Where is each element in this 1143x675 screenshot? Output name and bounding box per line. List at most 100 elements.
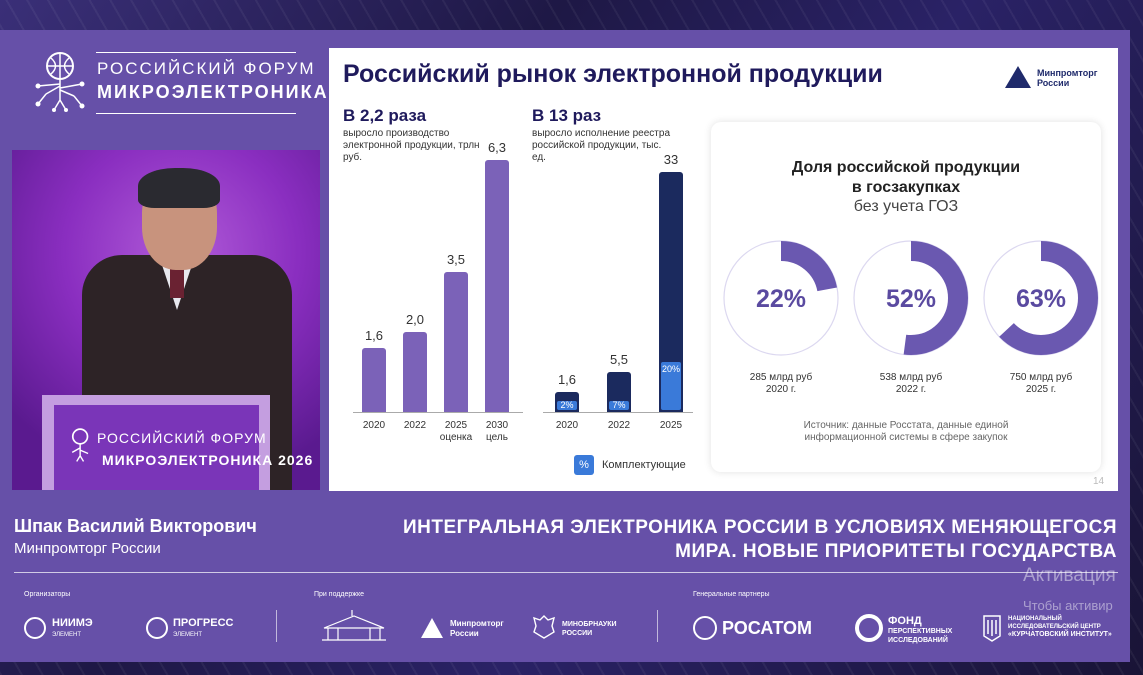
logo-line1: Минпромторг [1037,68,1098,78]
logo-rule-bottom [96,113,296,114]
progress-icon [146,617,168,639]
presentation-slide: Российский рынок электронной продукции М… [329,48,1118,491]
podium-line1: РОССИЙСКИЙ ФОРУМ [97,430,267,446]
donut-value-label: 22% [755,285,807,313]
kurchatov-line1: НАЦИОНАЛЬНЫЙ [1008,616,1062,622]
chart1-value-label: 6,3 [487,140,507,155]
speaker-tie [170,268,184,298]
donut-graphic [723,240,839,356]
chart2-category-label: 2022 [607,420,631,431]
share-donut: 63% [983,240,1099,356]
chart2-axis [543,412,693,413]
kurchatov-line3: «КУРЧАТОВСКИЙ ИНСТИТУТ» [1008,631,1112,638]
chart2-category-label: 2020 [555,420,579,431]
minpromtorg-logo: Минпромторг России [1005,66,1105,88]
procurement-share-card: Доля российской продукции в госзакупках … [711,122,1101,472]
page-number: 14 [1093,476,1105,487]
donut-slice [984,241,1098,355]
footer-separator-1 [276,610,277,642]
chart1-bar [444,272,468,412]
donut-caption-amount: 750 млрд руб [1009,372,1073,383]
partners-label: Генеральные партнеры [693,591,770,598]
progress-name: ПРОГРЕСС [173,617,234,629]
donut-caption-amount: 285 млрд руб [749,372,813,383]
chart2-value-label: 1,6 [557,372,577,387]
minobr-line2: РОССИИ [562,630,593,637]
donut-caption: 750 млрд руб 2025 г. [981,372,1101,396]
card-title-line2: в госзакупках [851,179,961,196]
card-source: Источник: данные Росстата, данные единой… [803,420,1009,443]
progress-sub: ЭЛЕМЕНТ [173,632,203,638]
forum-line2: МИКРОЭЛЕКТРОНИКА 2026 [97,82,384,102]
legend-components-label: Комплектующие [602,459,686,471]
donut-graphic [983,240,1099,356]
chart2-category-label: 2025 [659,420,683,431]
donut-value-label: 52% [885,285,937,313]
fond-line2: ПЕРСПЕКТИВНЫХ [888,628,953,635]
niime-icon [24,617,46,639]
chart1-axis [353,412,523,413]
talk-title: ИНТЕГРАЛЬНАЯ ЭЛЕКТРОНИКА РОССИИ В УСЛОВИ… [347,516,1117,564]
donut-caption-year: 2020 г. [765,384,797,395]
fond-icon [855,614,883,642]
chart2-value-label: 33 [663,152,679,167]
niime-sub: ЭЛЕМЕНТ [52,632,82,638]
card-title-line1: Доля российской продукции [791,159,1021,176]
chart1-bar [362,348,386,412]
forum-line1: РОССИЙСКИЙ ФОРУМ [97,59,316,78]
minobr-line1: МИНОБРНАУКИ [562,621,617,628]
talk-title-line1: ИНТЕГРАЛЬНАЯ ЭЛЕКТРОНИКА РОССИИ В УСЛОВИ… [403,517,1117,538]
minpromtorg-footer-icon [421,618,443,638]
slide-title: Российский рынок электронной продукции [343,60,883,88]
speaker-hair [138,168,220,208]
chip-tree-icon [35,52,85,112]
donut-graphic [853,240,969,356]
rosatom-name: РОСАТОМ [722,618,812,638]
share-donut: 52% [853,240,969,356]
podium-front [54,405,259,490]
chart1-value-label: 3,5 [446,252,466,267]
donut-caption-year: 2025 г. [1025,384,1057,395]
talk-title-line2: МИРА. НОВЫЕ ПРИОРИТЕТЫ ГОСУДАРСТВА [675,541,1117,562]
fond-line3: ИССЛЕДОВАНИЙ [888,637,948,644]
minpromtorg-footer-line2: России [450,629,479,638]
kurchatov-line2: ИССЛЕДОВАТЕЛЬСКИЙ ЦЕНТР [1008,624,1101,630]
minpromtorg-icon [1005,66,1031,88]
fond-line1: ФОНД [888,615,922,627]
speaker-name: Шпак Василий Викторович [14,516,257,536]
footer-separator-2 [657,610,658,642]
coat-of-arms-icon [533,615,555,639]
chart2-components-segment: 20% [661,362,681,410]
donut-caption: 285 млрд руб 2020 г. [721,372,841,396]
podium-logo-icon [71,428,89,462]
minpromtorg-footer-line1: Минпромторг [450,619,504,628]
legend-components-icon: % [574,455,594,475]
chart2-components-segment: 7% [609,401,629,410]
podium-line2: МИКРОЭЛЕКТРОНИКА 2026 [102,452,314,468]
donut-slice [854,241,968,355]
logo-line2: России [1037,78,1070,88]
block1-subtitle: выросло производство электронной продукц… [343,128,480,163]
block2-subtitle: выросло исполнение реестра российской пр… [532,128,671,163]
windows-activation-watermark: Активация [1023,565,1116,586]
chart1-category-label: 2025 оценка [439,420,473,443]
niime-name: НИИМЭ [52,617,93,629]
chart2-value-label: 5,5 [609,352,629,367]
donut-caption-amount: 538 млрд руб [879,372,943,383]
organizers-label: Организаторы [24,591,71,598]
lower-third-divider [14,572,1118,573]
government-building-icon [322,610,386,641]
card-title-line3: без учета ГОЗ [853,198,959,215]
windows-activation-hint: Чтобы активир [1023,598,1113,613]
speaker-video: РОССИЙСКИЙ ФОРУМ МИКРОЭЛЕКТРОНИКА 2026 [12,150,320,490]
block2-headline: В 13 раз [532,106,602,125]
logo-rule-top [96,52,296,53]
speaker-organization: Минпромторг России [14,540,161,557]
chart1-category-label: 2020 [362,420,386,431]
block1-headline: В 2,2 раза [343,106,427,125]
chart1-value-label: 1,6 [364,328,384,343]
share-donut: 22% [723,240,839,356]
chart1-bar [485,160,509,412]
rosatom-icon [693,616,717,640]
support-label: При поддержке [314,591,364,598]
